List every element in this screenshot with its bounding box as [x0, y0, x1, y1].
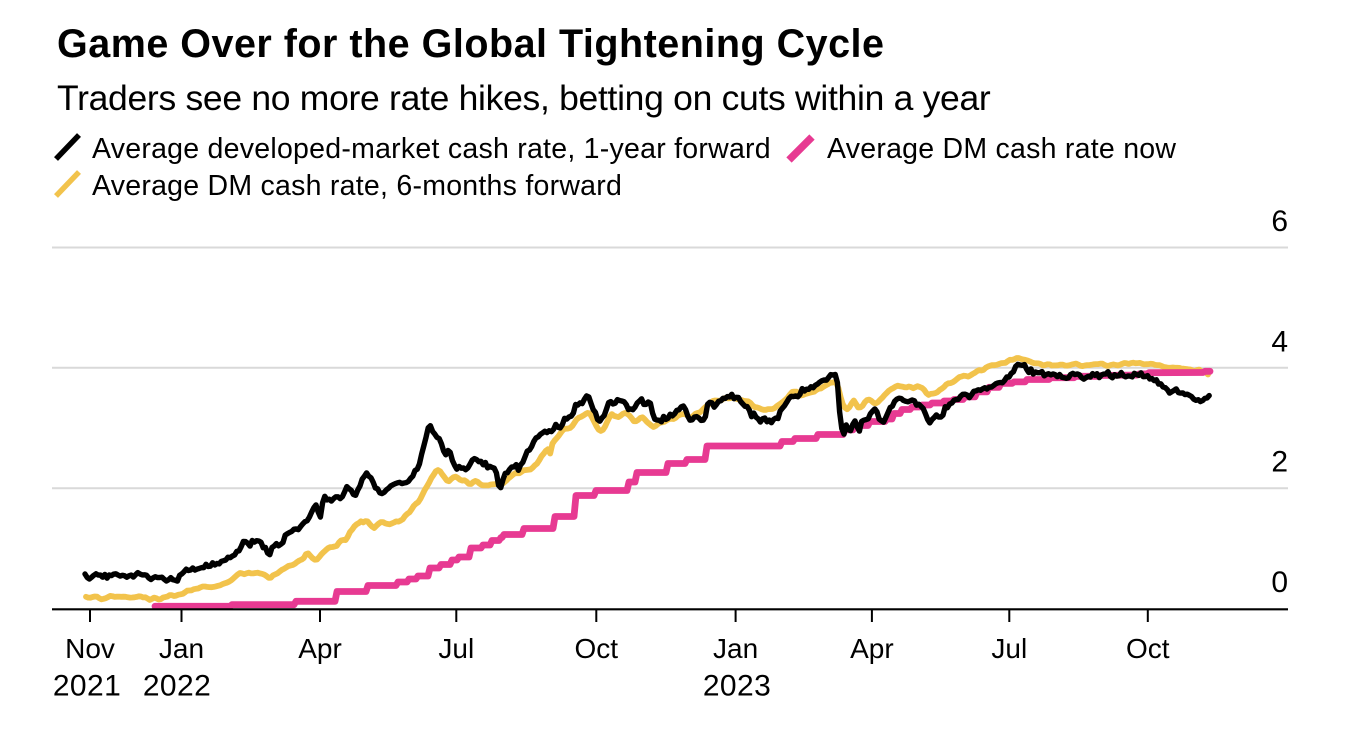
svg-text:Average DM cash rate now: Average DM cash rate now — [827, 133, 1176, 165]
svg-text:Jul: Jul — [991, 633, 1027, 664]
svg-text:Nov: Nov — [65, 633, 115, 664]
svg-text:Jan: Jan — [159, 633, 204, 664]
svg-text:Apr: Apr — [850, 633, 894, 664]
svg-text:Oct: Oct — [1126, 633, 1170, 664]
svg-text:2022: 2022 — [143, 670, 211, 703]
svg-text:Oct: Oct — [575, 633, 619, 664]
svg-text:2023: 2023 — [703, 670, 771, 703]
svg-text:Traders see no more rate hikes: Traders see no more rate hikes, betting … — [57, 78, 991, 118]
svg-text:6: 6 — [1271, 205, 1288, 238]
svg-text:2: 2 — [1271, 446, 1288, 479]
svg-text:Game Over for the Global Tight: Game Over for the Global Tightening Cycl… — [57, 22, 885, 66]
svg-text:0: 0 — [1271, 566, 1288, 599]
svg-text:Average developed-market cash: Average developed-market cash rate, 1-ye… — [92, 133, 771, 165]
svg-text:2021: 2021 — [53, 670, 121, 703]
svg-text:Apr: Apr — [298, 633, 342, 664]
svg-text:Average DM cash rate, 6-months: Average DM cash rate, 6-months forward — [92, 170, 622, 202]
svg-text:Jul: Jul — [438, 633, 474, 664]
svg-text:Jan: Jan — [713, 633, 758, 664]
svg-text:4: 4 — [1271, 325, 1288, 358]
